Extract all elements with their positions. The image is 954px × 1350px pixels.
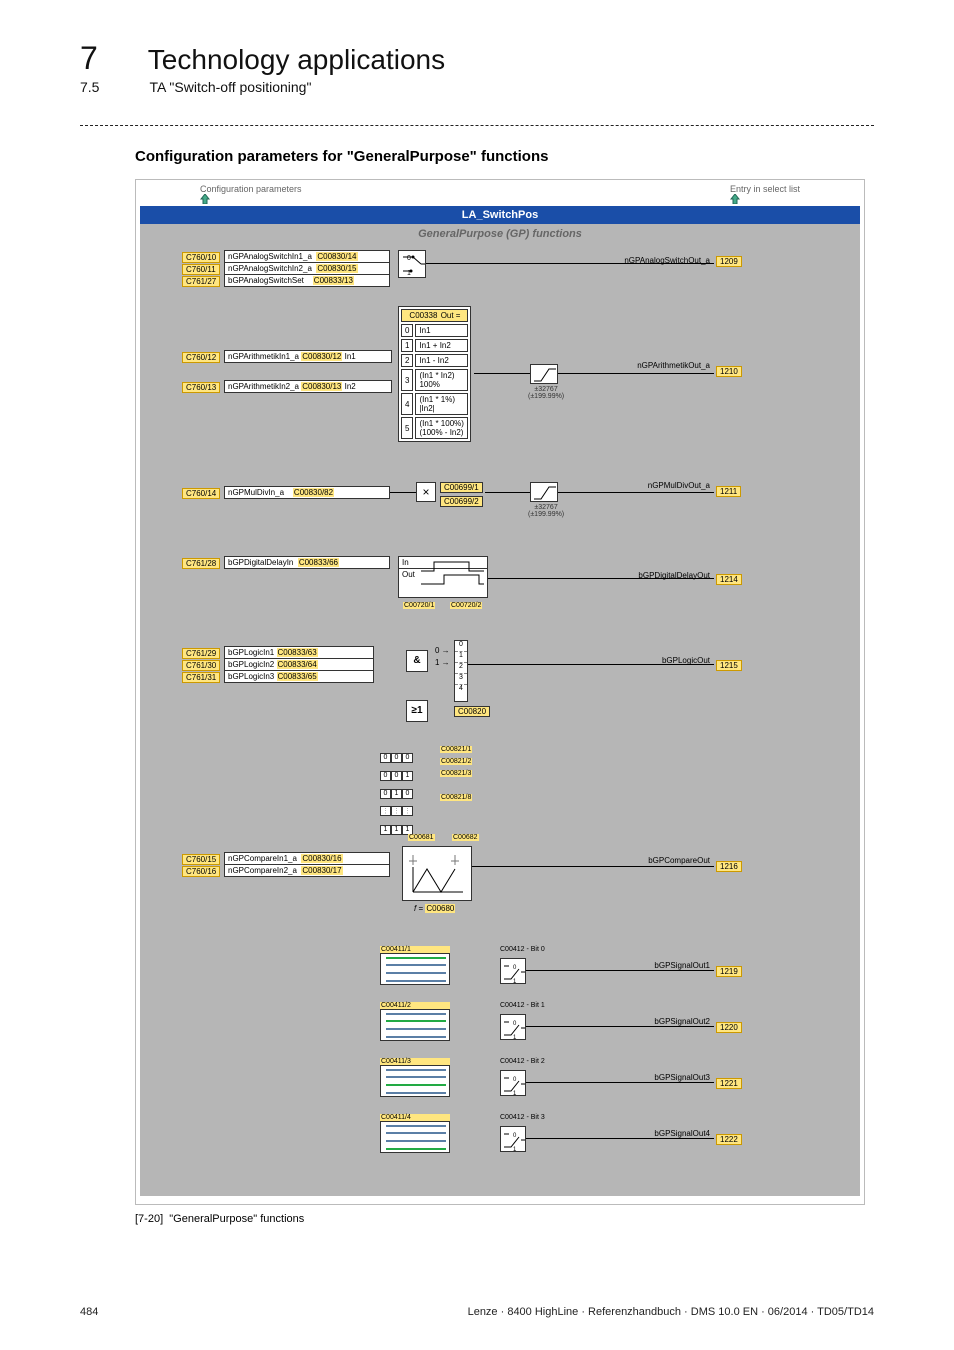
param: C00720/2 [450, 602, 482, 609]
out-tag: 1216 [716, 861, 742, 872]
compare-box [402, 846, 472, 901]
port-out: bGPCompareOut [560, 856, 710, 865]
param: C00821/8 [440, 794, 472, 801]
port-in: nGPMulDivIn_a C00830/82 [224, 486, 390, 499]
svg-text:1: 1 [513, 1147, 517, 1153]
port-in: nGPArithmetikIn2_a C00830/13 In2 [224, 380, 392, 393]
svg-text:0: 0 [513, 965, 517, 971]
port-out: bGPSignalOut3 [560, 1073, 710, 1082]
mux: 0 1 2 3 4 [454, 640, 468, 702]
switch-icon: 01 [500, 1126, 526, 1152]
limit-label: ±32767 (±199.99%) [528, 386, 564, 400]
param: C00720/1 [403, 602, 435, 609]
out-tag: 1220 [716, 1022, 742, 1033]
port-tag: C760/16 [182, 866, 220, 877]
port-tag: C760/13 [182, 382, 220, 393]
out-tag: 1221 [716, 1078, 742, 1089]
config-heading: Configuration parameters for "GeneralPur… [135, 148, 874, 165]
switch-icon: 01 [500, 1014, 526, 1040]
port-tag: C760/10 [182, 252, 220, 263]
port-in: bGPDigitalDelayIn C00833/66 [224, 556, 390, 569]
svg-text:1: 1 [513, 1091, 517, 1097]
bit-label: C00412 - Bit 3 [500, 1114, 545, 1121]
param: C00821/1 [440, 746, 472, 753]
param: C00820 [454, 706, 490, 717]
and-gate: & [406, 650, 428, 672]
port-tag: C761/30 [182, 660, 220, 671]
param: C00821/3 [440, 770, 472, 777]
diagram-body: LA_SwitchPos GeneralPurpose (GP) functio… [140, 206, 860, 1196]
port-out: bGPSignalOut4 [560, 1129, 710, 1138]
param: C00699/2 [440, 496, 483, 507]
svg-text:0: 0 [513, 1077, 517, 1083]
top-right-label: Entry in select list [730, 184, 800, 204]
svg-text:0: 0 [513, 1021, 517, 1027]
port-in: nGPArithmetikIn1_a C00830/12 In1 [224, 350, 392, 363]
param: C00682 [452, 834, 479, 841]
port-tag: C760/15 [182, 854, 220, 865]
bit-label: C00412 - Bit 0 [500, 946, 545, 953]
signal-block: C00411/2 [380, 1002, 450, 1041]
port-out: nGPArithmetikOut_a [560, 361, 710, 370]
svg-text:1: 1 [513, 979, 517, 985]
truth-table: 000 001 010 ⋮⋮⋮ 111 [380, 746, 413, 836]
delay-box: In Out [398, 556, 488, 598]
arith-select-table: C00338 Out = 0In1 1In1 + In2 2In1 - In2 … [398, 306, 471, 442]
port-tag: C761/28 [182, 558, 220, 569]
signal-block: C00411/1 [380, 946, 450, 985]
port-tag: C760/11 [182, 264, 220, 275]
out-tag: 1214 [716, 574, 742, 585]
param: C00821/2 [440, 758, 472, 765]
out-tag: 1209 [716, 256, 742, 267]
switch-icon: 01 [500, 1070, 526, 1096]
limiter [530, 364, 558, 384]
out-tag: 1211 [716, 486, 741, 497]
page-number: 484 [80, 1306, 98, 1318]
multiply-icon: × [416, 482, 436, 502]
port-in: bGPAnalogSwitchSet C00833/13 [224, 274, 390, 287]
svg-text:0: 0 [513, 1133, 517, 1139]
section-title: TA "Switch-off positioning" [149, 79, 311, 95]
chapter-number: 7 [80, 40, 98, 77]
figure-caption: [7-20] "GeneralPurpose" functions [135, 1213, 874, 1225]
out-tag: 1210 [716, 366, 742, 377]
or-gate: ≥1 [406, 700, 428, 722]
port-out: bGPSignalOut2 [560, 1017, 710, 1026]
port-out: bGPSignalOut1 [560, 961, 710, 970]
port-in: nGPCompareIn2_a C00830/17 [224, 864, 390, 877]
port-tag: C760/12 [182, 352, 220, 363]
limiter [530, 482, 558, 502]
signal-block: C00411/3 [380, 1058, 450, 1097]
top-left-label: Configuration parameters [200, 184, 302, 204]
port-in: bGPLogicIn3 C00833/65 [224, 670, 374, 683]
out-tag: 1222 [716, 1134, 742, 1145]
port-tag: C761/31 [182, 672, 220, 683]
port-out: nGPMulDivOut_a [560, 481, 710, 490]
svg-text:1: 1 [513, 1035, 517, 1041]
signal-block: C00411/4 [380, 1114, 450, 1153]
footer-credit: Lenze · 8400 HighLine · Referenzhandbuch… [468, 1306, 874, 1318]
diagram-frame: Configuration parameters Entry in select… [135, 179, 865, 1205]
bit-label: C00412 - Bit 1 [500, 1002, 545, 1009]
diagram-subtitle: GeneralPurpose (GP) functions [140, 224, 860, 242]
diagram-title: LA_SwitchPos [140, 206, 860, 224]
param: C00699/1 [440, 482, 483, 493]
svg-text:0: 0 [407, 255, 411, 262]
out-tag: 1219 [716, 966, 742, 977]
port-tag: C761/27 [182, 276, 220, 287]
out-tag: 1215 [716, 660, 742, 671]
limit-label: ±32767 (±199.99%) [528, 504, 564, 518]
bit-label: C00412 - Bit 2 [500, 1058, 545, 1065]
chapter-title: Technology applications [148, 44, 445, 76]
section-number: 7.5 [80, 79, 99, 95]
port-tag: C760/14 [182, 488, 220, 499]
switch-icon: 01 [500, 958, 526, 984]
func-label: f = C00680 [414, 904, 455, 913]
switch-symbol: 01 [398, 250, 426, 278]
divider [80, 125, 874, 126]
port-tag: C761/29 [182, 648, 220, 659]
param: C00681 [408, 834, 435, 841]
